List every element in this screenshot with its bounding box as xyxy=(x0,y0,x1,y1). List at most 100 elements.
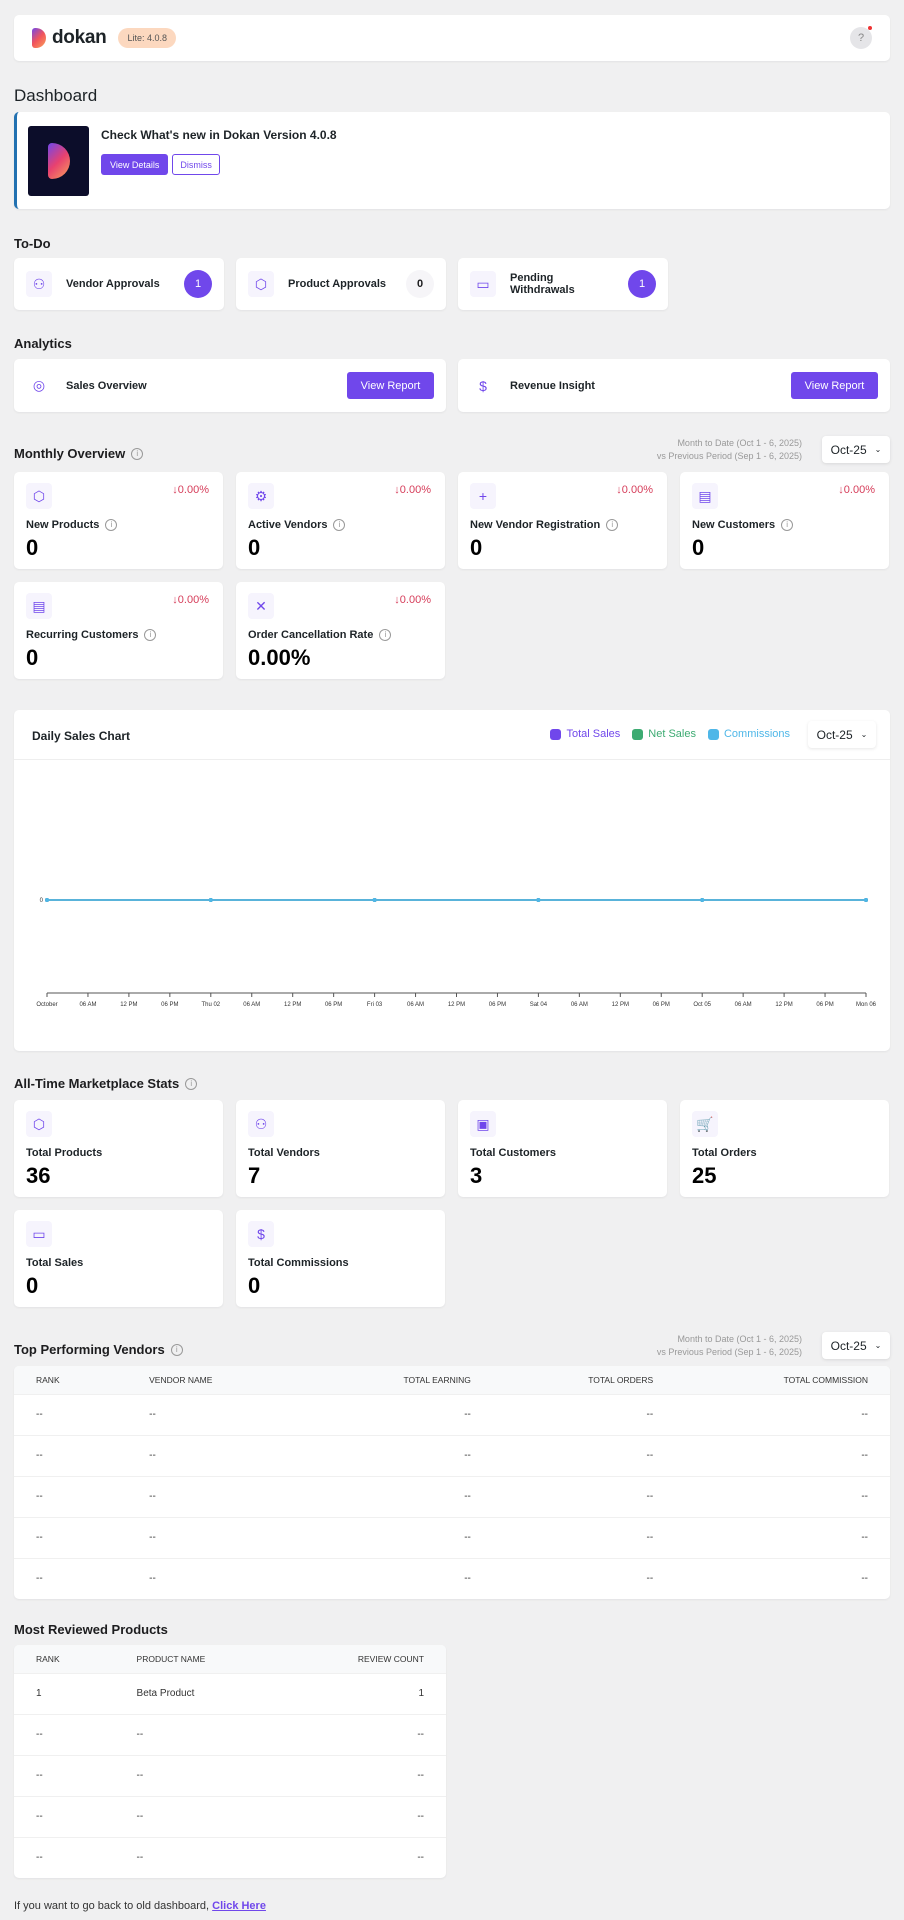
x-tick-label: 06 AM xyxy=(735,1002,752,1008)
todo-vendor-approvals[interactable]: ⚇ Vendor Approvals 1 xyxy=(14,258,224,310)
info-icon[interactable]: i xyxy=(606,519,619,531)
table-cell: -- xyxy=(306,1393,493,1435)
info-icon[interactable]: i xyxy=(781,519,794,531)
notification-dot-icon xyxy=(868,26,872,30)
version-badge: Lite: 4.0.8 xyxy=(118,28,176,48)
legend-item[interactable]: Net Sales xyxy=(632,728,696,740)
card-value: 0 xyxy=(248,535,261,560)
todo-product-approvals[interactable]: ⬡ Product Approvals 0 xyxy=(236,258,446,310)
table-cell: -- xyxy=(492,1516,676,1558)
analytics-revenue-insight: $ Revenue Insight View Report xyxy=(458,359,890,412)
card-value: 0 xyxy=(26,1273,39,1298)
legend-swatch-icon xyxy=(632,728,644,740)
period-label: Month to Date (Oct 1 - 6, 2025) vs Previo… xyxy=(656,1334,802,1357)
box-icon: ⬡ xyxy=(26,483,52,509)
analytics-heading: Analytics xyxy=(14,336,72,351)
table-cell: -- xyxy=(282,1754,446,1796)
table-cell: Beta Product xyxy=(114,1672,283,1714)
change-indicator: ↓0.00% xyxy=(394,484,431,496)
vendors-month-select[interactable]: Oct-25 ⌄ xyxy=(822,1332,890,1359)
data-point xyxy=(372,898,377,902)
alltime-heading: All-Time Marketplace Stats i xyxy=(14,1076,198,1091)
footer-note: If you want to go back to old dashboard,… xyxy=(14,1900,266,1912)
table-cell: -- xyxy=(306,1557,493,1599)
table-cell: -- xyxy=(114,1795,283,1837)
x-tick-label: 12 PM xyxy=(448,1002,465,1008)
table-row: -- -- -- xyxy=(14,1713,446,1755)
info-icon[interactable]: i xyxy=(170,1343,183,1356)
table-row: -- -- -- -- -- xyxy=(14,1393,890,1435)
info-icon[interactable]: i xyxy=(105,519,118,531)
card-label: Total Orders xyxy=(692,1147,757,1159)
table-cell: -- xyxy=(127,1393,307,1435)
most-reviewed-table: RANK PRODUCT NAME REVIEW COUNT 1 Beta Produc… xyxy=(14,1645,446,1878)
todo-pending-withdrawals[interactable]: ▭ Pending Withdrawals 1 xyxy=(458,258,668,310)
legend-swatch-icon xyxy=(550,728,562,740)
table-cell: -- xyxy=(114,1836,283,1878)
notice-title: Check What's new in Dokan Version 4.0.8 xyxy=(101,128,337,142)
card-value: 0 xyxy=(470,535,483,560)
x-tick-label: 06 AM xyxy=(79,1002,96,1008)
table-cell: -- xyxy=(306,1516,493,1558)
table-cell: -- xyxy=(14,1557,128,1599)
column-header: VENDOR NAME xyxy=(127,1366,307,1394)
sales-view-report-button[interactable]: View Report xyxy=(347,372,434,399)
card-label: Total Commissions xyxy=(248,1257,349,1269)
table-cell: -- xyxy=(282,1795,446,1837)
view-details-button[interactable]: View Details xyxy=(101,154,169,175)
card-value: 36 xyxy=(26,1163,51,1188)
table-cell: -- xyxy=(14,1795,115,1837)
old-dashboard-link[interactable]: Click Here xyxy=(212,1900,266,1912)
table-row: 1 Beta Product 1 xyxy=(14,1672,446,1714)
monthly-card: + ↓0.00% New Vendor Registration i 0 xyxy=(458,472,667,569)
x-tick-label: 06 PM xyxy=(161,1002,178,1008)
count-badge: 1 xyxy=(628,270,656,298)
table-cell: -- xyxy=(675,1475,890,1517)
change-indicator: ↓0.00% xyxy=(838,484,875,496)
count-badge: 1 xyxy=(184,270,212,298)
coins-icon: ◎ xyxy=(32,377,46,393)
cart-icon: 🛒 xyxy=(692,1111,718,1137)
month-select[interactable]: Oct-25 ⌄ xyxy=(822,436,890,463)
table-cell: -- xyxy=(127,1557,307,1599)
table-cell: -- xyxy=(114,1754,283,1796)
chart-plot: October 06 AM 12 PM 06 PM Thu 02 06 AM 12 PM 06… xyxy=(36,898,877,1008)
revenue-view-report-button[interactable]: View Report xyxy=(791,372,878,399)
legend-item[interactable]: Commissions xyxy=(707,728,790,740)
table-cell: -- xyxy=(492,1557,676,1599)
x-tick-label: 06 PM xyxy=(489,1002,506,1008)
change-indicator: ↓0.00% xyxy=(172,594,209,606)
table-cell: -- xyxy=(14,1475,128,1517)
dismiss-button[interactable]: Dismiss xyxy=(172,154,220,175)
data-point xyxy=(208,898,213,902)
info-icon[interactable]: i xyxy=(131,447,144,460)
legend-item[interactable]: Total Sales xyxy=(550,728,620,740)
column-header: RANK xyxy=(14,1366,128,1394)
user-plus-icon: + xyxy=(470,483,496,509)
table-cell: -- xyxy=(127,1516,307,1558)
table-row: -- -- -- xyxy=(14,1795,446,1837)
count-badge: 0 xyxy=(406,270,434,298)
page-title: Dashboard xyxy=(14,86,98,105)
table-cell: -- xyxy=(14,1754,115,1796)
table-cell: -- xyxy=(675,1393,890,1435)
help-button[interactable]: ? xyxy=(850,26,872,49)
chart-month-select[interactable]: Oct-25 ⌄ xyxy=(808,721,876,748)
x-tick-label: 06 PM xyxy=(816,1002,833,1008)
info-icon[interactable]: i xyxy=(333,519,346,531)
brand-name: dokan xyxy=(52,27,107,48)
monthly-card: ▤ ↓0.00% New Customers i 0 xyxy=(680,472,889,569)
table-cell: -- xyxy=(14,1516,128,1558)
table-cell: 1 xyxy=(14,1672,115,1714)
info-icon[interactable]: i xyxy=(379,629,392,641)
info-icon[interactable]: i xyxy=(185,1077,198,1090)
alltime-card: 🛒 Total Orders 25 xyxy=(680,1100,889,1197)
x-tick-label: 12 PM xyxy=(120,1002,137,1008)
card-value: 0 xyxy=(248,1273,261,1298)
card-value: 0 xyxy=(26,535,39,560)
alltime-card: $ Total Commissions 0 xyxy=(236,1210,445,1307)
monthly-card: ▤ ↓0.00% Recurring Customers i 0 xyxy=(14,582,223,679)
table-cell: -- xyxy=(675,1516,890,1558)
info-icon[interactable]: i xyxy=(144,629,157,641)
x-tick-label: October xyxy=(36,1002,57,1008)
